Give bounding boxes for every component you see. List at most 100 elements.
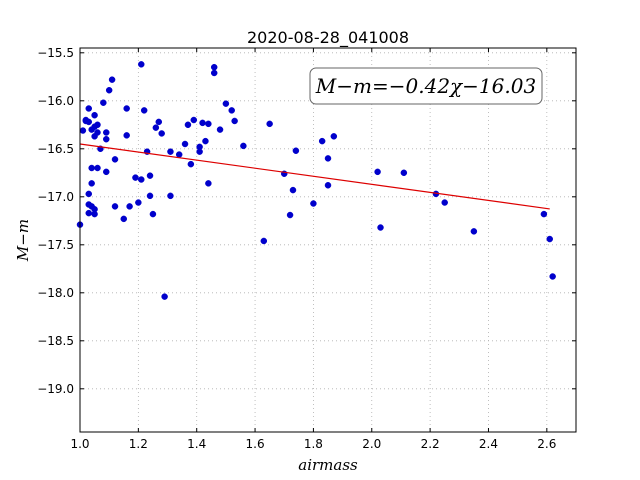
data-point xyxy=(85,209,93,217)
data-point xyxy=(155,118,163,126)
data-point xyxy=(146,172,154,179)
data-point xyxy=(111,203,119,210)
x-tick-label: 2.0 xyxy=(362,437,381,451)
data-point xyxy=(91,111,98,119)
data-point xyxy=(120,215,128,223)
fit-equation-box: M−m=−0.42χ−16.03 xyxy=(309,67,543,105)
data-point xyxy=(310,200,317,207)
data-point xyxy=(146,192,154,200)
data-point xyxy=(111,156,119,163)
data-point xyxy=(167,192,174,200)
x-tick-label: 2.4 xyxy=(479,437,498,451)
data-point xyxy=(470,228,478,235)
data-point xyxy=(103,135,110,143)
data-point xyxy=(132,174,139,181)
x-tick-label: 2.6 xyxy=(537,437,556,451)
data-point xyxy=(100,99,107,106)
data-point xyxy=(94,129,101,136)
data-point xyxy=(94,121,101,129)
x-tick-label: 1.4 xyxy=(187,437,206,451)
plot-frame xyxy=(79,47,577,433)
data-point xyxy=(126,203,133,210)
y-axis-label: M−m xyxy=(14,219,32,262)
data-point xyxy=(210,69,218,77)
y-tick-labels: −15.5 −16.0 −16.5 −17.0 −17.5 −18.0 −18.5 −19.0 xyxy=(37,46,74,396)
data-point xyxy=(175,151,183,158)
x-axis-label: airmass xyxy=(298,456,358,474)
x-tick-label: 1.0 xyxy=(70,437,89,451)
data-point xyxy=(205,120,212,128)
data-point xyxy=(91,210,98,218)
data-point xyxy=(546,235,553,243)
data-point xyxy=(205,180,212,187)
data-point xyxy=(149,210,157,218)
y-tick-label: −16.5 xyxy=(37,142,74,156)
data-point xyxy=(190,116,198,124)
data-point xyxy=(199,119,206,127)
y-tick-label: −18.0 xyxy=(37,286,74,300)
data-point xyxy=(196,143,203,151)
data-point xyxy=(123,105,130,112)
data-point xyxy=(105,86,113,94)
x-tick-label: 1.8 xyxy=(304,437,323,451)
data-point xyxy=(324,182,332,189)
y-tick-label: −17.5 xyxy=(37,238,74,252)
data-point xyxy=(286,211,294,219)
data-point xyxy=(202,137,209,145)
data-point xyxy=(400,169,408,177)
data-point xyxy=(167,148,174,155)
data-point xyxy=(266,120,273,128)
data-point xyxy=(123,132,130,139)
x-tick-label: 1.6 xyxy=(246,437,265,451)
data-point xyxy=(216,126,224,133)
data-point xyxy=(152,124,160,131)
data-point xyxy=(88,180,95,187)
data-point xyxy=(289,186,297,194)
x-tick-label: 1.2 xyxy=(129,437,148,451)
fit-equation-text: M−m=−0.42χ−16.03 xyxy=(315,74,536,98)
fit-line xyxy=(79,143,550,210)
data-point xyxy=(88,164,95,172)
data-point xyxy=(377,224,384,231)
y-tick-label: −15.5 xyxy=(37,46,74,60)
data-point xyxy=(231,117,238,125)
data-point xyxy=(222,100,230,107)
data-point xyxy=(292,147,300,154)
data-point xyxy=(79,127,87,134)
chart-title: 2020-08-28_041008 xyxy=(247,28,409,48)
data-point xyxy=(240,142,247,150)
data-point xyxy=(549,273,556,280)
data-point xyxy=(85,190,93,198)
data-point xyxy=(85,105,93,112)
data-point xyxy=(135,199,142,206)
axis-ticks xyxy=(79,48,576,432)
data-point xyxy=(103,168,110,176)
data-points xyxy=(76,61,556,300)
data-point xyxy=(138,61,145,68)
data-point xyxy=(330,133,338,140)
data-point xyxy=(374,168,381,176)
data-point xyxy=(140,107,148,114)
data-point xyxy=(540,210,548,218)
x-tick-labels: 1.0 1.2 1.4 1.6 1.8 2.0 2.2 2.4 2.6 xyxy=(70,437,556,451)
data-point xyxy=(260,237,268,245)
data-point xyxy=(324,155,332,162)
data-point xyxy=(158,130,165,137)
y-tick-label: −19.0 xyxy=(37,382,74,396)
data-point xyxy=(184,121,192,129)
y-tick-label: −16.0 xyxy=(37,94,74,108)
data-point xyxy=(441,199,448,206)
data-point xyxy=(228,107,235,114)
data-point xyxy=(161,293,168,300)
data-point xyxy=(94,164,101,172)
x-tick-label: 2.2 xyxy=(421,437,440,451)
data-point xyxy=(210,63,218,71)
data-point xyxy=(103,129,110,136)
data-point xyxy=(187,160,195,168)
data-point xyxy=(85,118,93,126)
data-point xyxy=(181,140,189,148)
y-tick-label: −18.5 xyxy=(37,334,74,348)
y-tick-label: −17.0 xyxy=(37,190,74,204)
data-point xyxy=(318,137,326,145)
